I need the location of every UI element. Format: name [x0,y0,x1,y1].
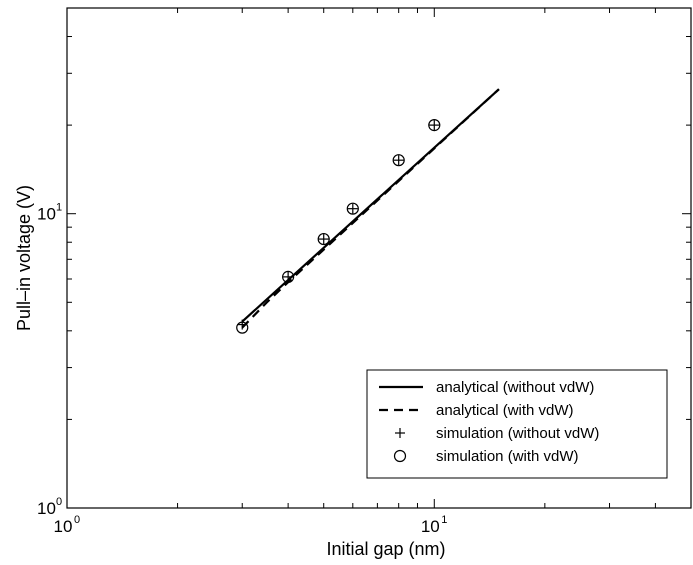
y-axis-title: Pull–in voltage (V) [14,185,34,331]
x-axis-title: Initial gap (nm) [326,539,445,559]
plus-point [237,319,248,330]
x-tick-label: 10 [54,517,73,536]
legend-label-0: analytical (without vdW) [436,379,594,396]
plus-point [318,234,329,245]
circle-point [428,119,441,132]
legend: analytical (without vdW) analytical (wit… [366,369,668,479]
legend-label-3: simulation (with vdW) [436,448,579,465]
series-line-1 [241,88,500,329]
y-tick-exponent: 0 [56,496,62,508]
x-tick-exponent: 0 [74,514,80,526]
legend-swatch-plus-marker [395,428,405,438]
x-tick-labels: 10 0 10 1 [54,514,448,536]
y-tick-exponent: 1 [56,202,62,214]
circle-point [317,232,330,246]
plus-point [429,120,440,131]
plus-point [347,203,358,214]
legend-swatch-circle-marker [393,449,407,463]
x-tick-exponent: 1 [441,514,447,526]
circle-point [236,321,249,334]
plus-point [393,155,404,166]
circle-point [392,154,405,167]
circle-point [282,270,295,283]
series-layer [236,88,500,334]
y-tick-label: 10 [37,499,56,518]
tick-layer [66,7,692,509]
legend-label-2: simulation (without vdW) [436,425,599,442]
x-tick-label: 10 [421,517,440,536]
plus-point [283,271,294,282]
legend-label-1: analytical (with vdW) [436,402,574,419]
circle-point [346,202,359,215]
y-tick-label: 10 [37,205,56,224]
